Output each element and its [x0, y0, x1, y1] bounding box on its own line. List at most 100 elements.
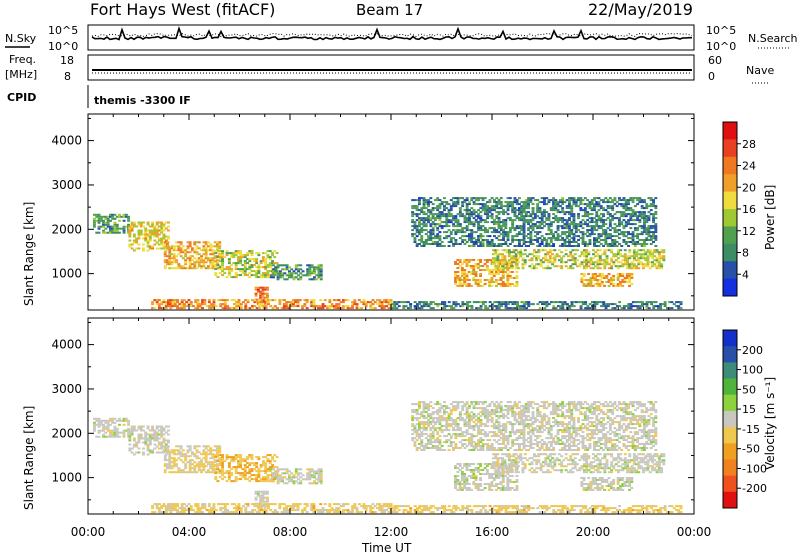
echo-cell	[168, 463, 172, 466]
echo-cell	[420, 231, 424, 234]
echo-cell	[170, 465, 174, 468]
echo-cell	[461, 303, 465, 306]
echo-cell	[151, 425, 154, 428]
echo-cell	[546, 259, 550, 262]
echo-cell	[454, 261, 457, 263]
echo-cell	[638, 201, 642, 204]
echo-cell	[622, 203, 626, 206]
echo-cell	[118, 417, 121, 420]
echo-cell	[456, 277, 460, 279]
echo-cell	[472, 259, 476, 261]
echo-cell	[367, 301, 370, 304]
echo-cell	[193, 469, 197, 472]
echo-cell	[146, 445, 150, 448]
echo-cell	[172, 253, 176, 256]
echo-cell	[488, 211, 492, 214]
echo-cell	[511, 211, 515, 214]
echo-cell	[294, 472, 298, 475]
echo-cell	[227, 464, 231, 467]
echo-cell	[537, 251, 541, 254]
echo-cell	[310, 270, 314, 273]
echo-cell	[427, 231, 430, 234]
echo-cell	[266, 490, 269, 493]
echo-cell	[632, 265, 636, 268]
echo-cell	[507, 265, 511, 268]
echo-cell	[596, 265, 600, 268]
echo-cell	[515, 281, 519, 283]
echo-cell	[468, 239, 471, 241]
echo-cell	[590, 225, 594, 228]
echo-cell	[313, 278, 316, 281]
echo-cell	[261, 500, 265, 503]
echo-cell	[292, 272, 296, 275]
echo-cell	[578, 265, 582, 268]
echo-cell	[216, 455, 219, 458]
echo-cell	[497, 223, 501, 226]
echo-cell	[583, 211, 587, 214]
echo-cell	[319, 470, 323, 473]
echo-cell	[241, 460, 245, 463]
echo-cell	[268, 474, 272, 477]
echo-cell	[467, 271, 471, 273]
echo-cell	[167, 509, 170, 512]
echo-cell	[452, 245, 455, 247]
echo-cell	[561, 303, 565, 306]
echo-cell	[593, 237, 596, 240]
echo-cell	[267, 301, 270, 304]
echo-cell	[539, 265, 543, 268]
echo-cell	[193, 265, 197, 268]
echo-cell	[176, 299, 179, 302]
echo-cell	[97, 419, 101, 422]
echo-cell	[452, 203, 455, 206]
echo-cell	[468, 203, 471, 206]
echo-cell	[536, 303, 540, 306]
echo-cell	[326, 509, 329, 512]
echo-cell	[206, 241, 210, 244]
echo-cell	[382, 511, 386, 514]
echo-cell	[166, 447, 169, 450]
echo-cell	[104, 419, 108, 422]
echo-cell	[230, 252, 234, 255]
echo-cell	[206, 257, 210, 260]
echo-cell	[248, 250, 252, 253]
echo-cell	[627, 305, 631, 308]
echo-cell	[586, 229, 590, 232]
echo-cell	[497, 305, 501, 308]
echo-cell	[481, 243, 485, 245]
echo-cell	[575, 301, 578, 304]
echo-cell	[202, 445, 206, 448]
echo-cell	[679, 301, 683, 304]
echo-cell	[552, 213, 555, 216]
echo-cell	[376, 303, 379, 306]
echo-cell	[160, 425, 164, 428]
echo-cell	[540, 201, 544, 204]
echo-cell	[163, 255, 167, 258]
echo-cell	[167, 439, 170, 442]
echo-cell	[355, 509, 359, 512]
echo-cell	[465, 199, 469, 202]
echo-cell	[332, 307, 336, 310]
echo-cell	[203, 301, 207, 304]
echo-cell	[615, 241, 619, 243]
echo-cell	[135, 239, 139, 242]
echo-cell	[617, 265, 620, 268]
echo-cell	[241, 476, 245, 479]
echo-cell	[179, 241, 183, 244]
echo-cell	[507, 255, 511, 258]
echo-cell	[619, 273, 622, 275]
echo-cell	[596, 261, 600, 264]
echo-cell	[561, 237, 565, 240]
echo-cell	[583, 197, 587, 200]
echo-cell	[527, 245, 530, 247]
echo-cell	[538, 223, 542, 226]
echo-cell	[226, 299, 229, 302]
echo-cell	[294, 503, 298, 506]
echo-cell	[160, 243, 164, 246]
echo-cell	[310, 507, 314, 510]
echo-cell	[177, 241, 181, 244]
echo-cell	[301, 274, 305, 277]
echo-cell	[603, 284, 606, 287]
echo-cell	[497, 307, 501, 310]
echo-cell	[529, 213, 533, 216]
echo-cell	[657, 257, 661, 260]
